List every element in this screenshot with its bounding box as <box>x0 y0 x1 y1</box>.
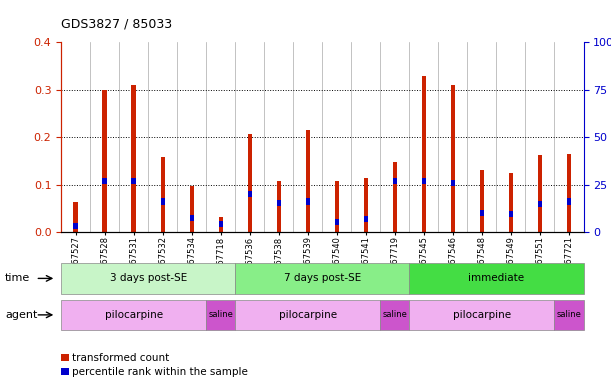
Bar <box>364 216 368 222</box>
Bar <box>393 162 397 232</box>
Bar <box>219 217 223 232</box>
Bar <box>480 210 484 217</box>
Bar <box>277 200 281 206</box>
Bar <box>247 134 252 232</box>
Text: pilocarpine: pilocarpine <box>279 310 337 320</box>
Bar <box>189 186 194 232</box>
Bar <box>61 354 69 361</box>
Text: pilocarpine: pilocarpine <box>453 310 511 320</box>
Bar <box>538 201 542 207</box>
Bar <box>189 215 194 221</box>
Text: time: time <box>5 273 30 283</box>
Bar <box>538 156 542 232</box>
Bar <box>161 157 165 232</box>
Bar <box>567 199 571 205</box>
Bar <box>306 130 310 232</box>
Bar <box>393 178 397 184</box>
Bar <box>509 211 513 217</box>
Bar <box>131 85 136 232</box>
Text: immediate: immediate <box>469 273 524 283</box>
Bar <box>161 199 165 205</box>
Bar <box>61 368 69 375</box>
Bar <box>306 199 310 205</box>
Bar <box>247 191 252 197</box>
Text: 7 days post-SE: 7 days post-SE <box>284 273 361 283</box>
Bar <box>422 76 426 232</box>
Bar <box>422 178 426 184</box>
Bar <box>364 178 368 232</box>
Text: saline: saline <box>557 310 582 319</box>
Bar <box>480 170 484 232</box>
Bar <box>277 182 281 232</box>
Text: transformed count: transformed count <box>72 353 169 362</box>
Bar <box>73 223 78 229</box>
Text: GDS3827 / 85033: GDS3827 / 85033 <box>61 17 172 30</box>
Bar <box>335 219 339 225</box>
Bar <box>451 180 455 187</box>
Text: pilocarpine: pilocarpine <box>104 310 163 320</box>
Bar <box>103 90 107 232</box>
Text: percentile rank within the sample: percentile rank within the sample <box>72 367 248 377</box>
Text: 3 days post-SE: 3 days post-SE <box>109 273 187 283</box>
Bar <box>103 178 107 184</box>
Text: saline: saline <box>208 310 233 319</box>
Bar <box>567 154 571 232</box>
Bar <box>335 182 339 232</box>
Text: agent: agent <box>5 310 37 320</box>
Bar <box>451 85 455 232</box>
Bar <box>509 173 513 232</box>
Bar <box>131 178 136 184</box>
Bar <box>73 202 78 232</box>
Text: saline: saline <box>382 310 408 319</box>
Bar <box>219 221 223 227</box>
